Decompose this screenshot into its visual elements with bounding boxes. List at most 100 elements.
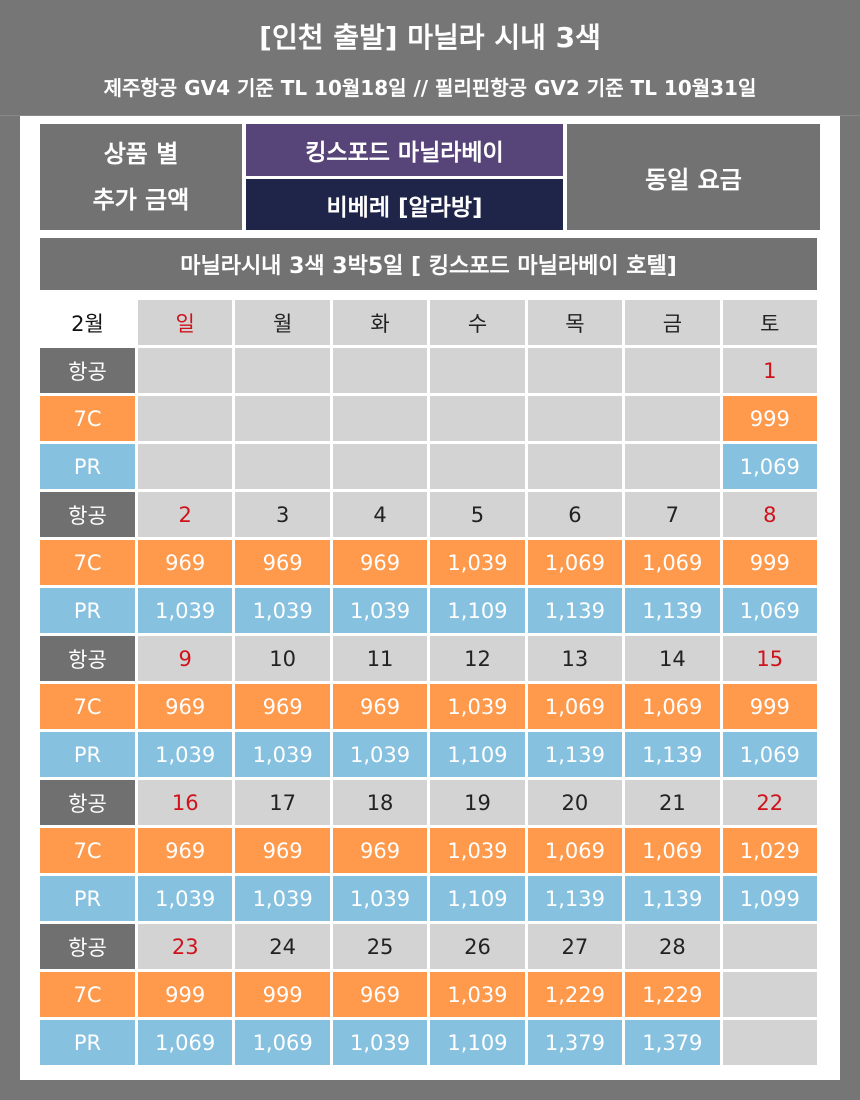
- extra-charge-line1: 상품 별: [103, 140, 179, 168]
- price-cell-7c: 1,069: [625, 684, 720, 729]
- weekday-header: 금: [625, 300, 720, 345]
- price-cell-pr: 1,069: [235, 1020, 330, 1065]
- day-cell: 23: [138, 924, 233, 969]
- page-title: [인천 출발] 마닐라 시내 3색: [259, 21, 601, 54]
- day-cell: 3: [235, 492, 330, 537]
- day-cell: 28: [625, 924, 720, 969]
- day-cell: 9: [138, 636, 233, 681]
- row-label-pr: PR: [40, 876, 135, 921]
- price-cell-pr: 1,379: [527, 1020, 623, 1065]
- day-cell: 27: [527, 924, 623, 969]
- day-cell: 16: [138, 780, 233, 825]
- empty-cell: [722, 1020, 817, 1065]
- row-label-7c: 7C: [40, 828, 135, 873]
- price-cell-pr: 1,109: [430, 732, 525, 777]
- price-cell-pr: 1,109: [430, 588, 525, 633]
- weekday-header: 월: [235, 300, 330, 345]
- price-info-block: 상품 별 추가 금액 킹스포드 마닐라베이 비베레 [알라방] 동일 요금: [40, 124, 820, 230]
- day-cell: 24: [235, 924, 330, 969]
- price-cell-7c: 969: [332, 684, 428, 729]
- price-cell-pr: 1,039: [332, 876, 428, 921]
- day-cell: 20: [527, 780, 623, 825]
- product-title: 마닐라시내 3색 3박5일 [ 킹스포드 마닐라베이 호텔]: [40, 238, 817, 290]
- empty-cell: [332, 444, 428, 489]
- same-price-label: 동일 요금: [567, 124, 820, 230]
- price-cell-7c: 969: [138, 684, 233, 729]
- price-cell-pr: 1,039: [332, 588, 428, 633]
- price-cell-pr: 1,099: [722, 876, 817, 921]
- day-cell: 1: [722, 348, 817, 393]
- price-cell-7c: 1,039: [430, 972, 525, 1017]
- day-cell: 8: [722, 492, 817, 537]
- row-label-air: 항공: [40, 780, 135, 825]
- month-label: 2월: [40, 300, 135, 345]
- price-cell-pr: 1,069: [722, 444, 817, 489]
- row-label-7c: 7C: [40, 540, 135, 585]
- price-cell-7c: 999: [722, 396, 817, 441]
- price-cell-pr: 1,139: [527, 588, 623, 633]
- extra-charge-label: 상품 별 추가 금액: [40, 124, 242, 230]
- empty-cell: [527, 444, 623, 489]
- day-cell: 15: [722, 636, 817, 681]
- day-cell: 12: [430, 636, 525, 681]
- price-cell-pr: 1,379: [625, 1020, 720, 1065]
- price-cell-pr: 1,139: [625, 732, 720, 777]
- extra-charge-line2: 추가 금액: [92, 186, 190, 214]
- price-cell-7c: 969: [138, 828, 233, 873]
- day-cell: 4: [332, 492, 428, 537]
- weekday-header: 일: [138, 300, 233, 345]
- row-label-7c: 7C: [40, 396, 135, 441]
- price-cell-7c: 969: [235, 828, 330, 873]
- price-cell-7c: 999: [722, 684, 817, 729]
- price-cell-7c: 969: [332, 972, 428, 1017]
- empty-cell: [235, 396, 330, 441]
- day-cell: 25: [332, 924, 428, 969]
- row-label-pr: PR: [40, 588, 135, 633]
- empty-cell: [332, 348, 428, 393]
- price-cell-7c: 969: [235, 540, 330, 585]
- hotel-option-kingsford: 킹스포드 마닐라베이: [246, 124, 563, 176]
- day-cell: 10: [235, 636, 330, 681]
- empty-cell: [430, 348, 525, 393]
- weekday-header: 수: [430, 300, 525, 345]
- empty-cell: [332, 396, 428, 441]
- price-cell-7c: 1,229: [625, 972, 720, 1017]
- price-cell-7c: 1,039: [430, 684, 525, 729]
- price-cell-pr: 1,039: [332, 1020, 428, 1065]
- price-cell-7c: 969: [138, 540, 233, 585]
- price-cell-7c: 1,069: [625, 828, 720, 873]
- row-label-pr: PR: [40, 444, 135, 489]
- row-label-air: 항공: [40, 492, 135, 537]
- price-cell-7c: 1,229: [527, 972, 623, 1017]
- day-cell: 5: [430, 492, 525, 537]
- empty-cell: [527, 396, 623, 441]
- price-cell-7c: 1,069: [527, 828, 623, 873]
- price-cell-pr: 1,139: [625, 876, 720, 921]
- empty-cell: [138, 348, 233, 393]
- price-cell-7c: 969: [235, 684, 330, 729]
- row-label-7c: 7C: [40, 684, 135, 729]
- price-cell-7c: 969: [332, 828, 428, 873]
- day-cell: 7: [625, 492, 720, 537]
- price-cell-7c: 1,029: [722, 828, 817, 873]
- price-cell-7c: 1,039: [430, 828, 525, 873]
- empty-cell: [625, 348, 720, 393]
- day-cell: 13: [527, 636, 623, 681]
- price-cell-7c: 999: [722, 540, 817, 585]
- price-cell-7c: 969: [332, 540, 428, 585]
- price-cell-pr: 1,039: [235, 732, 330, 777]
- row-label-pr: PR: [40, 1020, 135, 1065]
- weekday-header: 토: [722, 300, 817, 345]
- price-cell-pr: 1,109: [430, 876, 525, 921]
- day-cell: 22: [722, 780, 817, 825]
- price-cell-pr: 1,109: [430, 1020, 525, 1065]
- price-cell-7c: 999: [138, 972, 233, 1017]
- price-cell-pr: 1,039: [138, 588, 233, 633]
- price-cell-pr: 1,069: [138, 1020, 233, 1065]
- empty-cell: [138, 396, 233, 441]
- row-label-pr: PR: [40, 732, 135, 777]
- price-cell-pr: 1,039: [138, 876, 233, 921]
- price-cell-pr: 1,039: [235, 876, 330, 921]
- empty-cell: [235, 444, 330, 489]
- row-label-7c: 7C: [40, 972, 135, 1017]
